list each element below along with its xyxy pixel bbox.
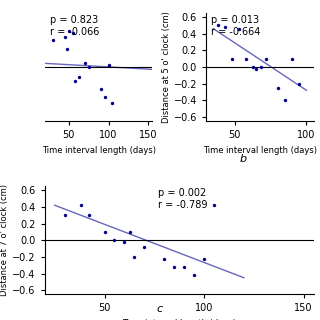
Point [202,256,207,261]
Point [76,74,82,79]
Point [275,85,280,90]
Point [222,24,227,29]
Point [264,56,269,61]
X-axis label: Time interval length (days): Time interval length (days) [42,146,156,155]
Point [86,64,91,69]
Text: p = 0.002
r = -0.789: p = 0.002 r = -0.789 [158,188,207,210]
Point [62,213,67,218]
Point [236,27,242,32]
Point [106,62,111,67]
Point [182,264,187,269]
Text: c: c [157,304,163,314]
Point [258,64,263,69]
Point [110,100,115,106]
Point [66,28,71,33]
Point [282,98,287,103]
Point [172,264,177,269]
Point [142,244,147,250]
Point [98,86,103,91]
X-axis label: Time interval length (days): Time interval length (days) [122,319,236,320]
Point [102,94,107,100]
Point [254,67,259,72]
X-axis label: Time interval length (days): Time interval length (days) [203,146,317,155]
Point [297,81,302,86]
Point [162,256,167,261]
Point [128,229,133,235]
Point [112,238,117,243]
Point [132,254,137,260]
Point [50,38,55,43]
Point [229,56,235,61]
Point [86,213,91,218]
Point [65,46,70,52]
Point [251,64,256,69]
Point [212,203,217,208]
Point [215,23,220,28]
Point [244,56,249,61]
Point [70,31,75,36]
Point [62,34,67,39]
Point [102,229,107,235]
Point [78,203,83,208]
Point [122,239,127,244]
Text: p = 0.823
r = -0.066: p = 0.823 r = -0.066 [50,15,100,36]
Y-axis label: Distance at 7 o' clock (cm): Distance at 7 o' clock (cm) [1,184,10,296]
Point [73,79,78,84]
Text: b: b [240,154,247,164]
Point [290,56,295,61]
Point [192,273,197,278]
Text: p = 0.013
r = -0.664: p = 0.013 r = -0.664 [212,15,261,36]
Point [82,61,87,66]
Y-axis label: Distance at 5 o' clock (cm): Distance at 5 o' clock (cm) [162,11,171,123]
